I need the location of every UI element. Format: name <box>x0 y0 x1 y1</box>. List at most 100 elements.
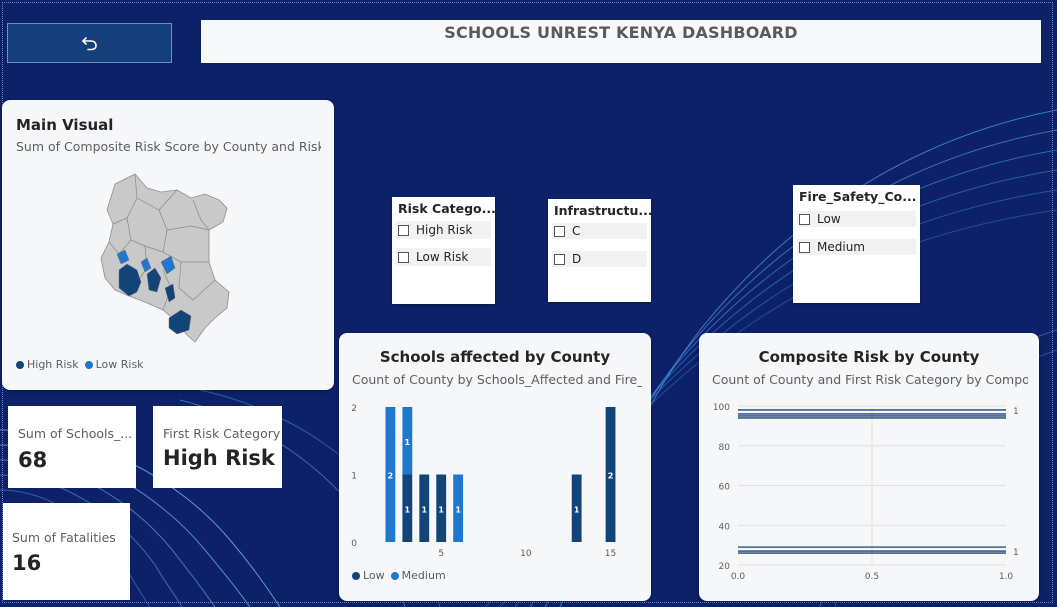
main-visual-title: Main Visual <box>16 116 114 134</box>
slicer-title: Infrastructu... <box>554 203 653 218</box>
county-low-risk-1[interactable] <box>116 249 130 265</box>
y-tick-label: 80 <box>719 443 731 453</box>
chart-title: Schools affected by County <box>379 348 611 366</box>
kpi-value: High Risk <box>163 446 275 470</box>
bar-low[interactable] <box>571 474 582 543</box>
county-high-risk-1[interactable] <box>118 263 142 297</box>
chart-subtitle: Count of County and First Risk Category … <box>712 372 1028 387</box>
bar-chart-legend: Low Medium <box>352 569 452 582</box>
line-data-label: 1 <box>1013 548 1019 558</box>
slicer-option-c[interactable]: C <box>554 223 580 239</box>
bar-data-label: 1 <box>405 505 411 514</box>
bar-chart[interactable]: 0 1 2 5 10 15 2 1 1 1 1 1 1 2 <box>339 395 651 601</box>
back-button[interactable] <box>7 23 172 63</box>
x-tick-label: 0.5 <box>865 572 879 582</box>
y-tick-label: 60 <box>719 483 731 493</box>
slicer-option-label: Medium <box>817 240 865 254</box>
y-tick-label: 20 <box>719 562 731 572</box>
county-borders <box>108 173 216 311</box>
slicer-row-bg <box>552 223 647 239</box>
slicer-title: Fire_Safety_Co... <box>799 189 917 204</box>
bar-data-label: 1 <box>405 438 411 447</box>
slicer-row-bg <box>797 239 916 255</box>
kpi-card-first-risk-category[interactable]: First Risk Category High Risk <box>153 406 282 488</box>
line-data-label: 1 <box>1013 407 1019 417</box>
back-arrow-icon <box>81 37 97 51</box>
legend-item-low-risk[interactable]: Low Risk <box>84 358 144 371</box>
map-land <box>100 173 230 343</box>
slicer-row-bg <box>396 221 491 239</box>
main-visual-legend: High Risk Low Risk <box>16 358 150 371</box>
y-tick-label: 0 <box>351 539 357 549</box>
header-bar: SCHOOLS UNREST KENYA DASHBOARD <box>201 20 1041 63</box>
y-tick-label: 2 <box>351 404 357 414</box>
checkbox-icon[interactable] <box>554 225 565 237</box>
legend-label: High Risk <box>27 358 79 371</box>
chart-title: Composite Risk by County <box>758 348 980 366</box>
x-tick-label: 5 <box>438 549 444 559</box>
legend-item-low[interactable]: Low <box>352 569 385 582</box>
slicer-option-medium[interactable]: Medium <box>799 239 865 255</box>
legend-label: Low <box>363 569 385 582</box>
x-tick-label: 1.0 <box>999 572 1014 582</box>
bar-data-label: 1 <box>421 505 427 514</box>
county-high-risk-2[interactable] <box>146 267 162 293</box>
bar-low[interactable] <box>436 474 447 543</box>
slicer-title: Risk Catego... <box>398 201 496 216</box>
bar-low[interactable] <box>419 474 430 543</box>
page-title: SCHOOLS UNREST KENYA DASHBOARD <box>444 23 798 42</box>
x-tick-label: 15 <box>605 549 616 559</box>
main-visual-subtitle: Sum of Composite Risk Score by County an… <box>16 139 321 154</box>
legend-dot-icon <box>390 571 399 580</box>
slicer-row-bg <box>552 251 647 267</box>
county-low-risk-3[interactable] <box>140 257 152 273</box>
bar-medium[interactable] <box>385 407 396 542</box>
main-visual-card[interactable]: Main Visual Sum of Composite Risk Score … <box>2 100 334 390</box>
kpi-card-schools[interactable]: Sum of Schools_... 68 <box>8 406 136 488</box>
checkbox-icon[interactable] <box>398 251 409 263</box>
x-tick-label: 10 <box>520 549 532 559</box>
kenya-map[interactable] <box>97 170 237 345</box>
county-high-risk-3[interactable] <box>164 283 176 303</box>
bar-medium[interactable] <box>402 407 413 475</box>
schools-affected-chart-card[interactable]: Schools affected by County Count of Coun… <box>339 333 651 601</box>
y-tick-label: 100 <box>713 403 730 413</box>
slicer-option-high-risk[interactable]: High Risk <box>398 222 472 238</box>
slicer-option-low-risk[interactable]: Low Risk <box>398 249 468 265</box>
legend-dot-icon <box>16 360 24 369</box>
checkbox-icon[interactable] <box>554 253 565 265</box>
kpi-value: 16 <box>12 551 42 575</box>
slicer-option-label: Low <box>817 212 841 226</box>
checkbox-icon[interactable] <box>799 213 810 225</box>
bar-low[interactable] <box>605 407 616 542</box>
county-high-risk-4[interactable] <box>168 309 192 335</box>
legend-label: Medium <box>401 569 446 582</box>
slicer-option-label: D <box>572 252 582 266</box>
checkbox-icon[interactable] <box>398 224 409 236</box>
legend-item-medium[interactable]: Medium <box>390 569 446 582</box>
slicer-option-label: C <box>572 224 581 238</box>
y-tick-label: 40 <box>719 522 731 532</box>
slicer-row-bg <box>797 211 916 227</box>
slicer-option-low[interactable]: Low <box>799 211 841 227</box>
y-tick-label: 1 <box>351 472 357 482</box>
kpi-label: Sum of Schools_... <box>18 426 133 441</box>
legend-dot-icon <box>84 360 93 369</box>
composite-risk-chart-card[interactable]: Composite Risk by County Count of County… <box>699 333 1039 601</box>
kpi-label: First Risk Category <box>163 426 281 441</box>
bar-medium[interactable] <box>453 474 464 543</box>
legend-item-high-risk[interactable]: High Risk <box>16 358 79 371</box>
legend-label: Low Risk <box>95 358 144 371</box>
slicer-infrastructure[interactable]: Infrastructu... C D <box>548 199 653 302</box>
bar-low[interactable] <box>402 474 413 543</box>
checkbox-icon[interactable] <box>799 241 810 253</box>
slicer-fire-safety[interactable]: Fire_Safety_Co... Low Medium <box>793 185 920 303</box>
bar-data-label: 1 <box>574 505 580 514</box>
slicer-option-d[interactable]: D <box>554 251 581 267</box>
slicer-risk-category[interactable]: Risk Catego... High Risk Low Risk <box>392 197 496 304</box>
line-chart[interactable]: 20 40 60 80 100 0.0 0.5 1.0 1 1 <box>699 395 1039 601</box>
bar-data-label: 2 <box>608 472 614 481</box>
county-low-risk-2[interactable] <box>160 255 176 275</box>
kpi-card-fatalities[interactable]: Sum of Fatalities 16 <box>3 503 130 600</box>
x-tick-label: 0.0 <box>731 572 746 582</box>
